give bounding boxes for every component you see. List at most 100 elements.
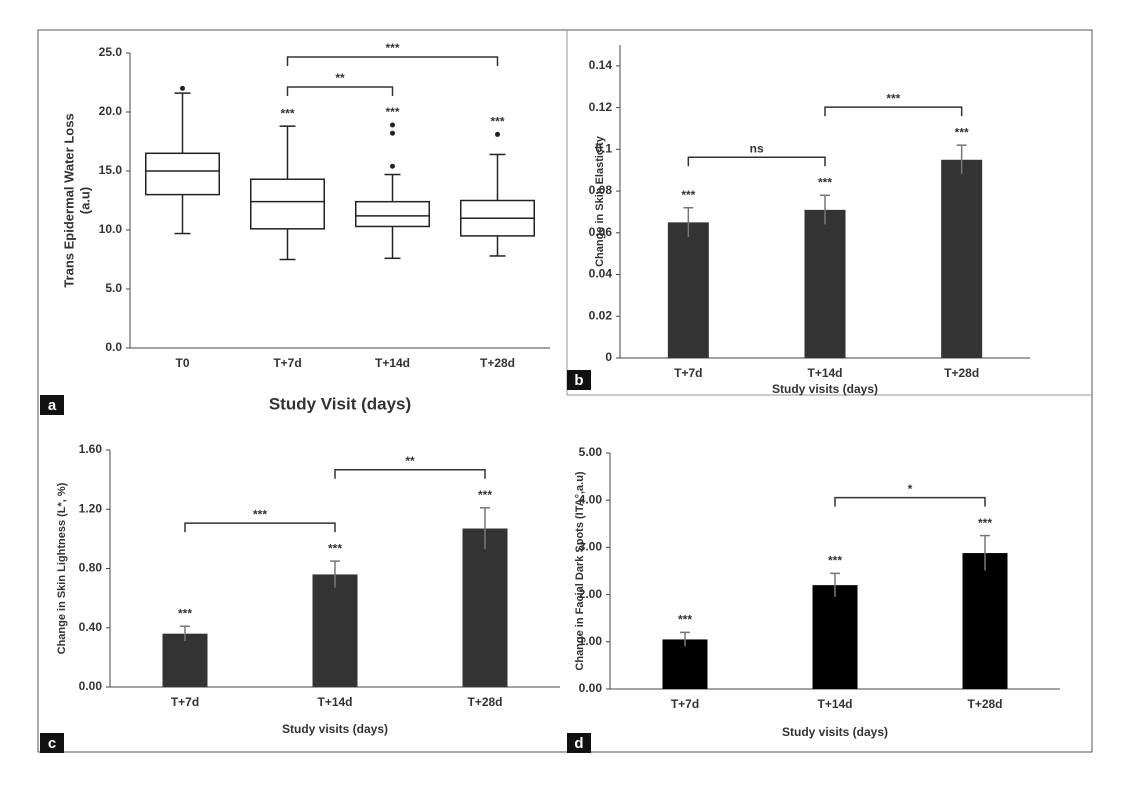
significance-label: ***: [818, 175, 832, 189]
x-tick-label: T+7d: [273, 356, 301, 370]
y-tick-label: 0.0: [105, 340, 122, 354]
y-tick-label: 0.12: [589, 100, 613, 114]
x-tick-label: T+7d: [671, 697, 699, 711]
panel-tag-box: [40, 733, 64, 753]
y-axis-label: Change in Skin Lightness (L*, %): [56, 482, 68, 654]
y-tick-label: 15.0: [99, 163, 123, 177]
x-tick-label: T+7d: [674, 366, 702, 380]
panel-border: [566, 30, 1092, 396]
x-tick-label: T+14d: [317, 695, 352, 709]
significance-label: ***: [828, 554, 842, 568]
significance-label: ***: [678, 613, 692, 627]
y-tick-label: 0.14: [589, 58, 613, 72]
bar: [812, 585, 858, 689]
bracket-label: ***: [886, 91, 900, 105]
bracket-label: **: [405, 454, 415, 468]
y-tick-label: 10.0: [99, 222, 123, 236]
y-tick-label: 0.00: [79, 679, 103, 693]
panel-tag-box: [40, 395, 64, 415]
bracket: [334, 469, 486, 479]
y-tick-label: 4.00: [579, 492, 603, 506]
box: [355, 200, 430, 228]
x-tick-label: T+14d: [807, 366, 842, 380]
bar: [462, 528, 508, 687]
outlier: [390, 163, 395, 169]
y-tick-label: 0.06: [589, 225, 613, 239]
bar: [804, 209, 846, 358]
bracket: [286, 56, 499, 66]
y-tick-label: 1.20: [79, 501, 103, 515]
x-tick-label: T0: [175, 356, 189, 370]
bracket-label: ***: [385, 41, 399, 55]
y-tick-label: 0.04: [589, 267, 613, 281]
outlier: [390, 122, 395, 128]
bracket: [824, 106, 963, 117]
bracket: [286, 86, 394, 96]
bracket: [834, 496, 986, 507]
box: [145, 152, 220, 196]
outlier: [495, 131, 500, 137]
x-axis-label: Study Visit (days): [269, 394, 411, 413]
y-tick-label: 0.08: [589, 183, 613, 197]
x-tick-label: T+28d: [480, 356, 515, 370]
significance-label: ***: [178, 606, 192, 620]
figure-border: [37, 29, 1093, 753]
panel-tag: a: [48, 397, 57, 414]
significance-label: ***: [280, 106, 294, 120]
box: [250, 178, 325, 230]
y-axis-label: Change in Skin Elasticity: [594, 135, 606, 267]
y-tick-label: 3.00: [579, 540, 603, 554]
x-tick-label: T+14d: [817, 697, 852, 711]
significance-label: ***: [385, 105, 399, 119]
bar: [667, 222, 709, 358]
panel-tag-box: [567, 370, 591, 390]
y-tick-label: 0.02: [589, 308, 613, 322]
x-axis-label: Study visits (days): [282, 722, 388, 736]
panel-tag: c: [48, 735, 56, 752]
y-tick-label: 2.00: [579, 587, 603, 601]
y-tick-label: 5.0: [105, 281, 122, 295]
outlier: [390, 130, 395, 136]
x-axis-label: Study visits (days): [772, 382, 878, 396]
y-tick-label: 0.00: [579, 681, 603, 695]
y-tick-label: 1.00: [579, 634, 603, 648]
y-tick-label: 5.00: [579, 445, 603, 459]
y-tick-label: 0.1: [595, 142, 612, 156]
significance-label: ***: [955, 125, 969, 139]
x-tick-label: T+14d: [375, 356, 410, 370]
y-axis-label: (a.u): [77, 187, 92, 214]
bar: [312, 574, 358, 687]
x-tick-label: T+28d: [944, 366, 979, 380]
bracket-label: ns: [750, 141, 764, 155]
x-axis-label: Study visits (days): [782, 725, 888, 739]
bracket-label: **: [335, 71, 345, 85]
y-tick-label: 0.40: [79, 620, 103, 634]
bar: [941, 159, 983, 358]
significance-label: ***: [328, 541, 342, 555]
x-tick-label: T+7d: [171, 695, 199, 709]
y-tick-label: 25.0: [99, 45, 123, 59]
y-tick-label: 0.80: [79, 561, 103, 575]
bracket-label: *: [908, 482, 913, 496]
significance-label: ***: [490, 115, 504, 129]
bracket: [687, 156, 826, 167]
y-tick-label: 0: [605, 350, 612, 364]
x-tick-label: T+28d: [967, 697, 1002, 711]
y-axis-label: Change in Facial Dark Spots (ITA°,a.u): [574, 471, 586, 671]
bar: [662, 639, 708, 689]
outlier: [180, 85, 185, 91]
panel-tag: d: [574, 735, 583, 752]
panel-tag-box: [567, 733, 591, 753]
panel-tag: b: [574, 372, 583, 389]
bracket: [184, 522, 336, 533]
x-tick-label: T+28d: [467, 695, 502, 709]
significance-label: ***: [978, 516, 992, 530]
y-tick-label: 20.0: [99, 104, 123, 118]
y-axis-label: Trans Epidermal Water Loss: [61, 113, 76, 287]
significance-label: ***: [681, 188, 695, 202]
bracket-label: ***: [253, 507, 267, 521]
bar: [962, 553, 1008, 689]
bar: [162, 633, 208, 687]
y-tick-label: 1.60: [79, 442, 103, 456]
